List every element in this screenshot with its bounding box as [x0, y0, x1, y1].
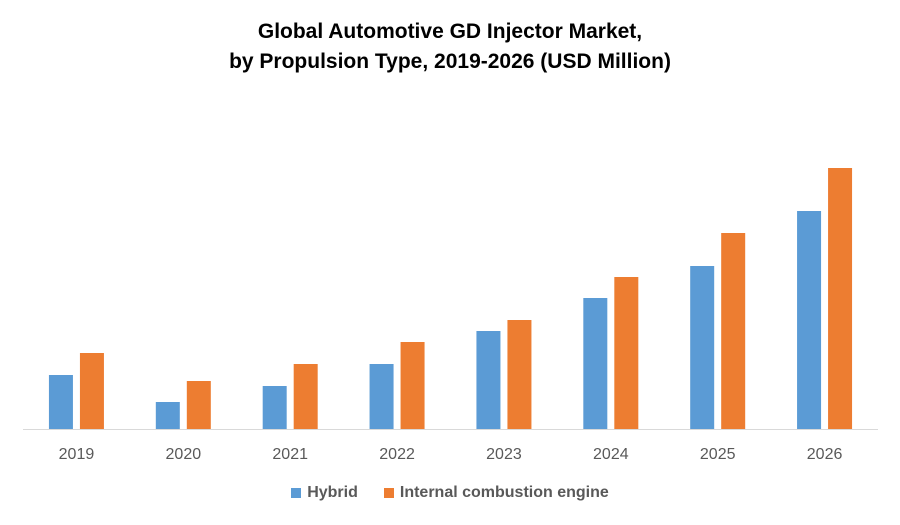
bar-ice-2024 [614, 277, 639, 429]
x-tick-label: 2024 [593, 446, 629, 463]
x-tick-label: 2020 [166, 446, 202, 463]
x-tick-label: 2026 [807, 446, 843, 463]
x-tick-label: 2022 [379, 446, 415, 463]
chart-title-line-1: Global Automotive GD Injector Market, [257, 20, 643, 43]
legend-swatch-ice [383, 488, 394, 498]
x-tick-label: 2019 [59, 446, 95, 463]
bar-hybrid-2023 [476, 331, 501, 429]
bar-ice-2021 [293, 364, 318, 429]
bar-ice-2025 [721, 233, 746, 429]
bar-hybrid-2026 [797, 211, 822, 429]
x-tick-label: 2021 [272, 446, 308, 463]
chart-title-line-2: by Propulsion Type, 2019-2026 (USD Milli… [229, 50, 671, 73]
bar-hybrid-2025 [690, 266, 715, 429]
bar-hybrid-2020 [155, 402, 180, 429]
legend-label-ice: Internal combustion engine [399, 484, 609, 501]
legend-swatch-hybrid [291, 488, 302, 498]
legend: Hybrid Internal combustion engine [0, 484, 900, 502]
legend-item-ice: Internal combustion engine [383, 484, 609, 502]
chart-title: Global Automotive GD Injector Market, by… [0, 17, 900, 77]
bar-hybrid-2021 [262, 386, 287, 429]
x-tick-label: 2023 [486, 446, 522, 463]
bar-hybrid-2022 [369, 364, 394, 429]
bar-ice-2026 [828, 168, 853, 429]
bar-ice-2023 [507, 320, 532, 429]
x-tick-label: 2025 [700, 446, 736, 463]
bar-ice-2020 [186, 381, 211, 429]
legend-item-hybrid: Hybrid [291, 484, 358, 502]
legend-label-hybrid: Hybrid [307, 484, 358, 501]
bar-ice-2019 [79, 353, 104, 429]
bar-hybrid-2024 [583, 298, 608, 429]
bar-ice-2022 [400, 342, 425, 429]
bar-hybrid-2019 [48, 375, 73, 429]
